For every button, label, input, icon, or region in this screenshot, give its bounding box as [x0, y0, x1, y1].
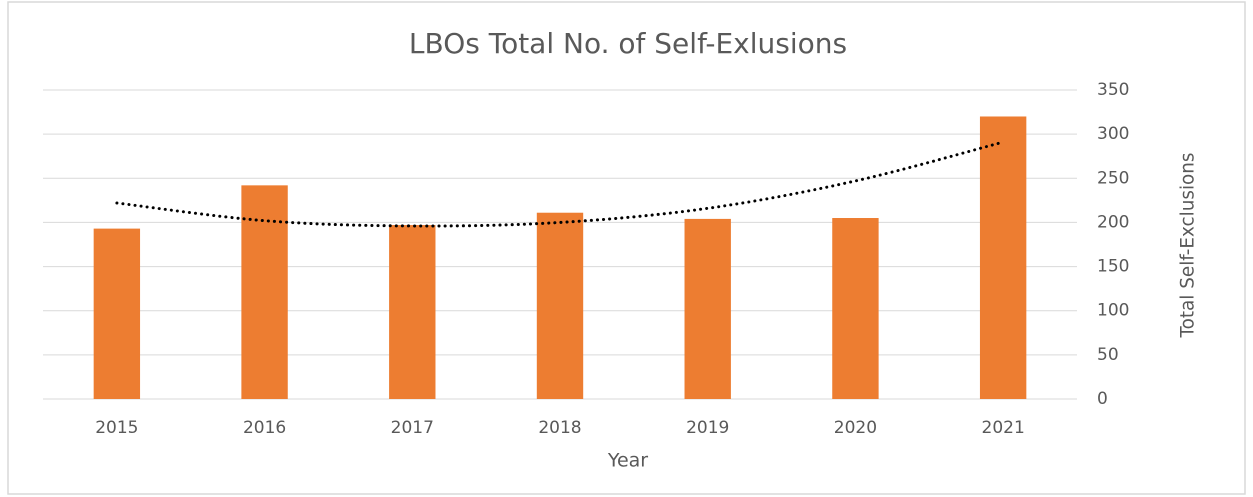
y-tick-label: 200 — [1097, 212, 1129, 232]
y-tick-label: 50 — [1097, 345, 1119, 365]
bar — [536, 212, 584, 399]
x-tick-label: 2017 — [391, 418, 434, 438]
bar — [241, 185, 288, 399]
y-tick-label: 350 — [1097, 80, 1129, 100]
x-tick-label: 2020 — [834, 418, 877, 438]
y-tick-label: 250 — [1097, 168, 1129, 188]
y-tick-label: 300 — [1097, 124, 1129, 144]
chart-title: LBOs Total No. of Self-Exlusions — [409, 27, 847, 60]
x-axis-title: Year — [607, 450, 648, 472]
x-tick-label: 2016 — [243, 418, 286, 438]
bar — [832, 218, 879, 399]
y-tick-label: 150 — [1097, 257, 1129, 277]
x-tick-label: 2018 — [538, 418, 581, 438]
x-tick-label: 2019 — [686, 418, 729, 438]
bar — [389, 225, 436, 399]
chart-border — [7, 1, 1246, 495]
y-tick-label: 0 — [1097, 389, 1108, 409]
x-tick-label: 2015 — [95, 418, 138, 438]
bar — [93, 228, 141, 399]
y-axis-title: Total Self-Exclusions — [1177, 153, 1199, 339]
bar — [684, 218, 731, 399]
bar — [979, 116, 1027, 399]
trendline — [115, 140, 1005, 228]
x-tick-label: 2021 — [982, 418, 1025, 438]
y-tick-label: 100 — [1097, 301, 1129, 321]
